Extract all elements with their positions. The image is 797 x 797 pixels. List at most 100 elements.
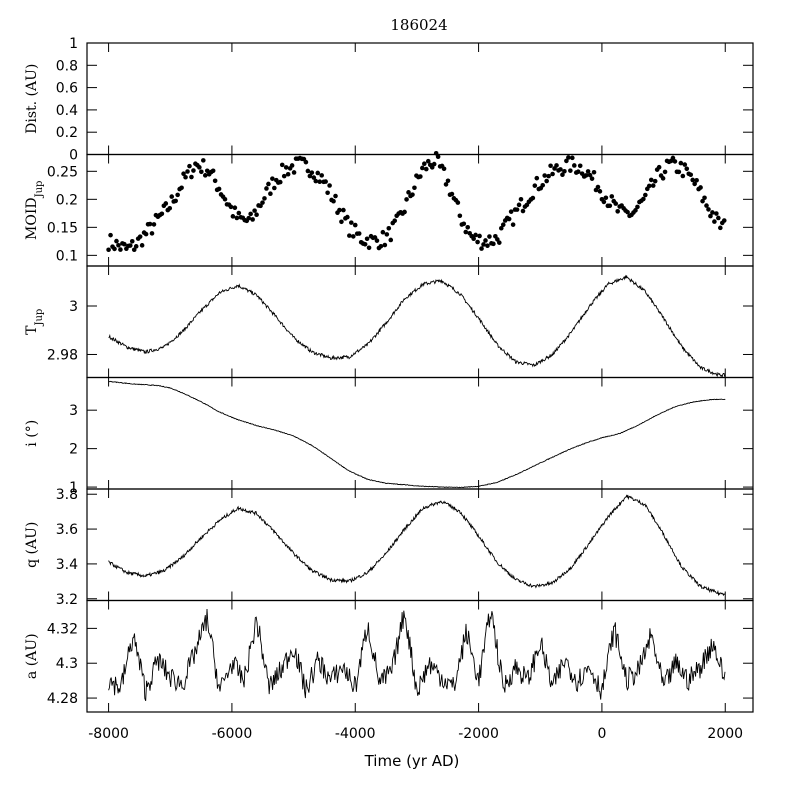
data-point — [262, 196, 267, 201]
data-point — [337, 207, 342, 213]
data-point — [250, 217, 255, 222]
data-point — [303, 159, 309, 165]
data-point — [323, 179, 328, 184]
data-point — [201, 158, 206, 163]
y-tick-label: 0.4 — [56, 103, 78, 119]
data-point — [270, 176, 275, 181]
y-axis-label: i (°) — [24, 420, 40, 447]
data-point — [625, 209, 630, 215]
data-point — [285, 171, 291, 177]
data-point — [333, 193, 338, 199]
y-tick-label: 0.8 — [56, 58, 78, 74]
data-point — [418, 174, 423, 179]
data-point — [317, 179, 323, 185]
data-point — [386, 225, 392, 231]
data-point — [264, 186, 269, 191]
x-axis-label: Time (yr AD) — [364, 752, 460, 770]
data-point — [570, 155, 575, 161]
y-tick-label: 4.32 — [47, 621, 78, 637]
data-point — [540, 182, 546, 188]
data-point — [591, 169, 597, 175]
y-tick-label: 4.3 — [56, 656, 78, 672]
data-point — [560, 172, 565, 178]
data-point — [202, 173, 208, 178]
data-point — [670, 155, 676, 161]
data-point — [325, 190, 330, 196]
data-point — [254, 212, 259, 218]
data-point — [114, 238, 119, 244]
y-tick-label: 4.28 — [47, 691, 78, 707]
data-point — [341, 207, 346, 213]
data-point — [185, 169, 190, 174]
data-point — [550, 171, 555, 177]
data-point — [508, 209, 514, 214]
data-point — [364, 236, 370, 242]
data-point — [291, 170, 297, 175]
panel-dist: 0 0.2 0.4 0.6 0.8 1 Dist. (AU) — [24, 36, 754, 164]
data-point — [356, 231, 362, 236]
y-tick-label: 0.2 — [56, 192, 78, 208]
data-point — [234, 215, 240, 221]
panel-frame — [86, 599, 754, 713]
data-point — [562, 168, 567, 174]
data-point — [603, 195, 609, 201]
data-point — [307, 173, 313, 179]
y-axis-label: Dist. (AU) — [24, 64, 40, 134]
panel-frame — [86, 42, 754, 156]
data-point — [710, 210, 715, 215]
data-point — [656, 164, 662, 170]
data-point — [684, 166, 690, 172]
data-point — [680, 173, 686, 179]
data-point — [305, 168, 311, 174]
y-axis-label-sub: Jup — [34, 181, 45, 199]
data-point — [516, 202, 522, 208]
data-point — [402, 209, 407, 215]
data-point — [633, 208, 638, 213]
data-point — [597, 189, 603, 194]
data-point — [461, 221, 467, 227]
data-point — [392, 218, 398, 224]
data-point — [518, 196, 524, 202]
y-tick-label: 0.1 — [56, 248, 78, 264]
y-axis-label: a (AU) — [24, 633, 40, 679]
data-point — [694, 177, 699, 183]
data-point — [435, 154, 441, 160]
data-point — [544, 178, 549, 184]
data-point — [163, 201, 169, 206]
x-tick-label: -8000 — [88, 726, 129, 742]
y-axis-label-sub: Jup — [34, 309, 45, 327]
data-point — [147, 221, 153, 227]
data-point — [455, 200, 461, 205]
y-tick-label: 1 — [69, 36, 78, 52]
data-point — [420, 165, 425, 171]
data-point — [532, 183, 538, 188]
data-point — [108, 232, 113, 238]
data-point — [613, 201, 619, 206]
series-line — [108, 494, 726, 597]
data-point — [554, 163, 559, 168]
data-point — [558, 167, 563, 172]
data-point — [483, 238, 488, 243]
data-point — [179, 185, 184, 191]
data-point — [463, 229, 469, 235]
data-point — [702, 195, 707, 201]
data-point — [498, 225, 504, 231]
data-point — [283, 165, 289, 170]
data-point — [327, 183, 332, 188]
panel-q: 3.2 3.4 3.6 3.8 q (AU) — [24, 487, 754, 608]
data-point — [347, 233, 352, 238]
data-point — [266, 181, 271, 187]
data-point — [281, 173, 287, 179]
data-point — [471, 236, 476, 242]
y-tick-label: 3.2 — [56, 592, 78, 608]
data-point — [678, 160, 684, 166]
data-point — [388, 237, 394, 243]
data-point — [481, 242, 486, 247]
data-point — [714, 211, 719, 216]
data-point — [534, 175, 540, 181]
data-point — [143, 231, 149, 237]
data-point — [487, 234, 492, 239]
data-point — [268, 191, 273, 197]
data-point — [167, 205, 173, 211]
data-point — [465, 224, 471, 230]
